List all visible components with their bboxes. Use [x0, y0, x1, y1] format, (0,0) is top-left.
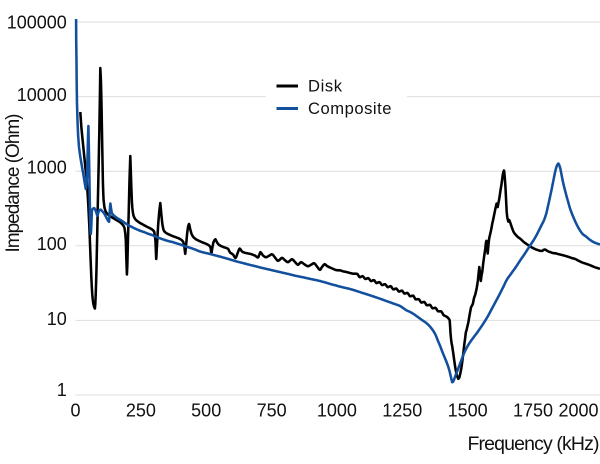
svg-text:0: 0 [70, 400, 80, 420]
svg-text:1: 1 [57, 380, 67, 400]
svg-text:1500: 1500 [448, 400, 488, 420]
svg-text:100: 100 [37, 234, 67, 254]
svg-text:Impedance (Ohm): Impedance (Ohm) [3, 114, 24, 253]
svg-text:Composite: Composite [308, 99, 392, 118]
svg-text:Frequency (kHz): Frequency (kHz) [468, 433, 600, 455]
svg-text:2000: 2000 [558, 400, 598, 420]
svg-text:750: 750 [257, 400, 287, 420]
svg-text:10: 10 [47, 309, 67, 329]
svg-text:1000: 1000 [27, 157, 67, 177]
svg-text:500: 500 [191, 400, 221, 420]
svg-text:100000: 100000 [7, 13, 67, 33]
svg-text:1250: 1250 [382, 400, 422, 420]
svg-text:250: 250 [126, 400, 156, 420]
svg-text:1750: 1750 [513, 400, 553, 420]
svg-text:10000: 10000 [17, 85, 67, 105]
svg-text:Disk: Disk [308, 77, 343, 96]
svg-text:1000: 1000 [317, 400, 357, 420]
